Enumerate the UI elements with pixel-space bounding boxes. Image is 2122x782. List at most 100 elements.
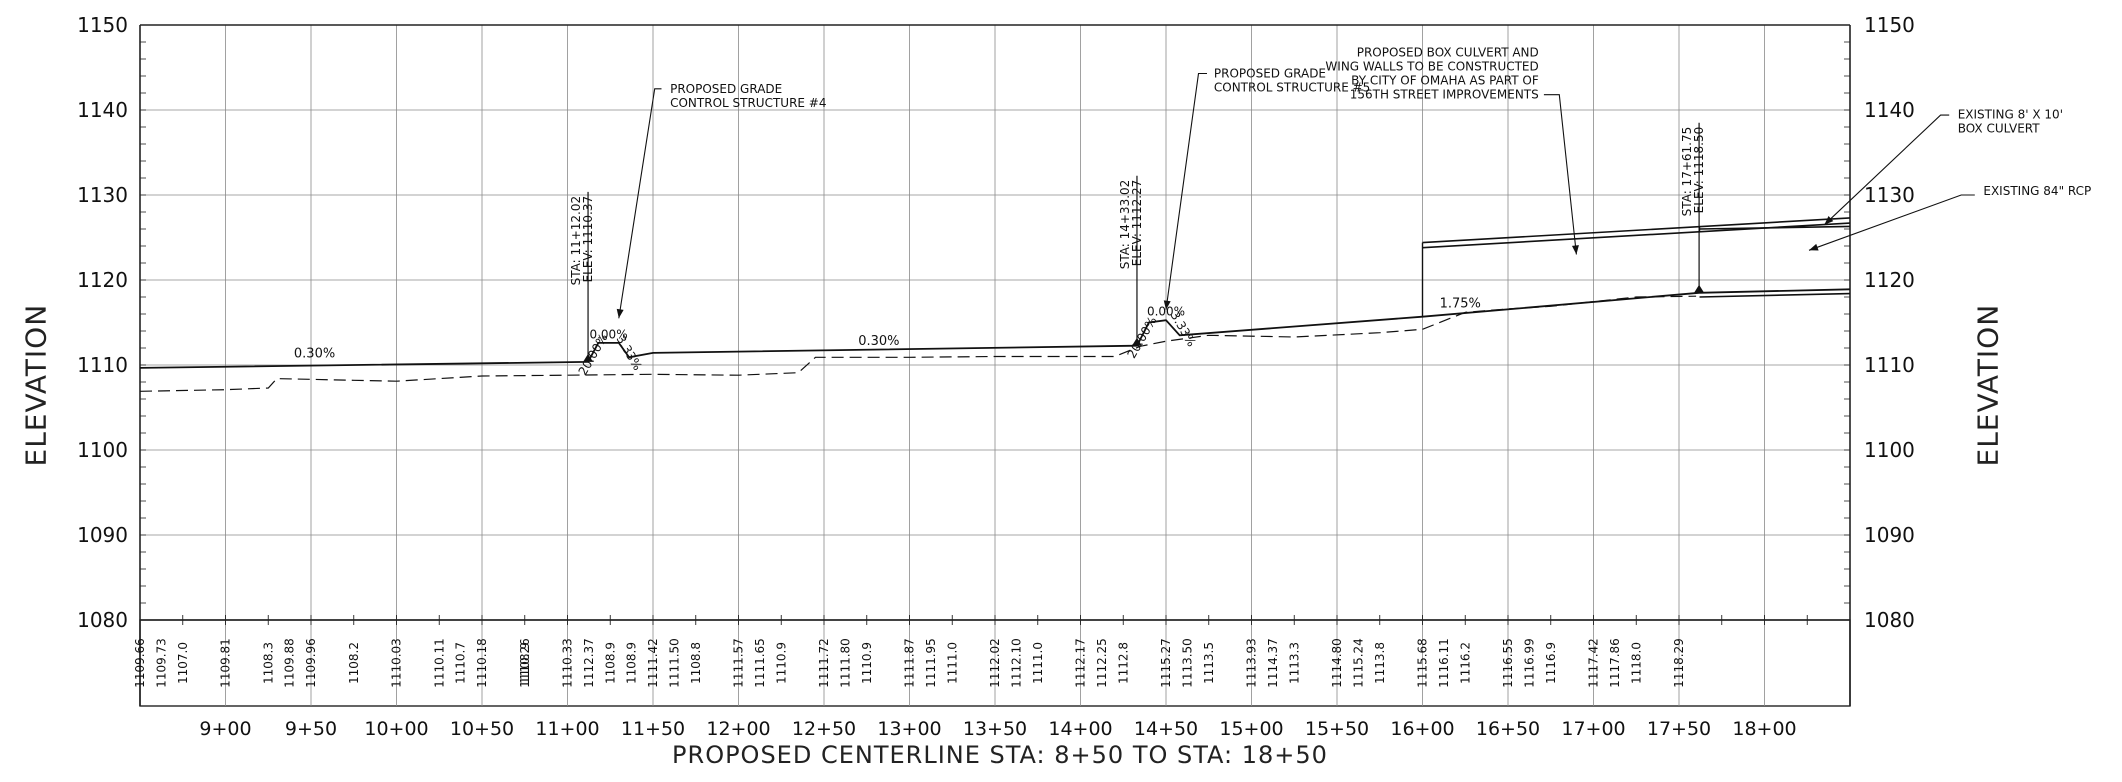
y-tick-label-right: 1090 (1864, 523, 1915, 547)
x-tick-label: 16+00 (1390, 718, 1454, 740)
proposed-elevation-value: 1116.55 (1501, 638, 1515, 688)
annotation-text: 156TH STREET IMPROVEMENTS (1350, 87, 1539, 101)
y-tick-label-left: 1140 (77, 98, 128, 122)
y-tick-label-right: 1080 (1864, 608, 1915, 632)
proposed-elevation-value: 1118.29 (1672, 638, 1686, 688)
annotation-arrowhead (1571, 245, 1579, 255)
station-label: STA: 11+12.02 (569, 196, 583, 286)
existing-elevation-value: 1107.0 (176, 642, 190, 684)
station-marker (1131, 337, 1142, 346)
y-tick-label-left: 1110 (77, 353, 128, 377)
intermediate-elevation-value: 1111.65 (753, 638, 767, 688)
existing-pipe-invert-line (1699, 292, 1851, 298)
existing-elevation-value: 1113.8 (1373, 642, 1387, 684)
annotation-text: CONTROL STRUCTURE #4 (670, 96, 826, 110)
proposed-elevation-value: 1109.66 (133, 638, 147, 688)
structure-grade-label: 3.33% (1168, 309, 1199, 349)
proposed-elevation-value: 1110.26 (518, 638, 532, 688)
annotation-text: WING WALLS TO BE CONSTRUCTED (1325, 59, 1538, 73)
y-tick-label-left: 1080 (77, 608, 128, 632)
y-tick-label-left: 1100 (77, 438, 128, 462)
existing-elevation-value: 1108.8 (689, 642, 703, 684)
y-tick-label-left: 1130 (77, 183, 128, 207)
existing-elevation-value: 1116.2 (1458, 642, 1472, 684)
y-tick-label-left: 1090 (77, 523, 128, 547)
annotation-leader (1543, 94, 1577, 255)
station-label: STA: 17+61.75 (1680, 127, 1694, 217)
x-tick-label: 13+50 (963, 718, 1027, 740)
existing-elevation-value: 1118.0 (1629, 642, 1643, 684)
grid (140, 25, 1850, 706)
x-tick-label: 15+50 (1305, 718, 1369, 740)
x-tick-label: 10+50 (450, 718, 514, 740)
annotation-leader (1165, 72, 1207, 310)
proposed-elevation-value: 1111.57 (732, 638, 746, 688)
proposed-elevation-value: 1117.42 (1587, 638, 1601, 688)
existing-elevation-value: 1110.11 (432, 638, 446, 688)
structure-grade-label: 0.00% (1147, 305, 1185, 319)
annotation-text: PROPOSED GRADE (1214, 67, 1326, 81)
station-marker (1694, 284, 1705, 293)
proposed-elevation-value: 1111.42 (646, 638, 660, 688)
intermediate-elevation-value: 1116.11 (1437, 638, 1451, 688)
x-tick-label: 11+50 (621, 718, 685, 740)
proposed-elevation-value: 1113.93 (1245, 638, 1259, 688)
annotation-arrowhead (616, 308, 624, 319)
x-axis-ticks: 9+00 9+50 10+00 10+50 11+00 11+50 12+00 12+50 13… (199, 718, 1796, 740)
grade-label: 0.30% (294, 347, 335, 362)
x-tick-label: 14+50 (1134, 718, 1198, 740)
annotation-leader (1808, 194, 1975, 251)
x-tick-label: 9+00 (199, 718, 251, 740)
annotation-text: EXISTING 8' X 10' (1958, 108, 2063, 122)
x-tick-label: 13+00 (877, 718, 941, 740)
existing-elevation-value: 1108.3 (261, 642, 275, 684)
proposed-elevation-value: 1115.27 (1159, 638, 1173, 688)
x-tick-label: 16+50 (1476, 718, 1540, 740)
proposed-elevation-value: 1110.18 (475, 638, 489, 688)
intermediate-elevation-value: 1112.25 (1095, 638, 1109, 688)
existing-elevation-value: 1108.9 (603, 642, 617, 684)
existing-elevation-value: 1113.3 (1287, 642, 1301, 684)
structure-grade-label: 20.00% (1125, 314, 1160, 361)
station-elev: ELEV: 1112.27 (1130, 180, 1144, 267)
y-axis-ticks: 1150 1150 1140 1140 1130 1130 1120 1120 1110 1110… (77, 13, 1915, 632)
existing-elevation-value: 1110.9 (860, 642, 874, 684)
structure-grade-label: 3.33% (614, 333, 645, 373)
existing-elevation-value: 1111.0 (1031, 642, 1045, 684)
intermediate-elevation-value: 1110.7 (454, 642, 468, 684)
station-label: STA: 14+33.02 (1118, 180, 1132, 270)
intermediate-elevation-value: 1112.37 (582, 638, 596, 688)
proposed-elevation-value: 1112.17 (1074, 638, 1088, 688)
annotation-leader (1823, 114, 1950, 226)
grade-label: 1.75% (1440, 296, 1481, 311)
intermediate-elevation-value: 1113.50 (1180, 638, 1194, 688)
x-tick-label: 15+00 (1219, 718, 1283, 740)
existing-ground-line (139, 295, 1697, 392)
station-marker (583, 353, 594, 362)
annotation-text: BY CITY OF OMAHA AS PART OF (1351, 73, 1539, 87)
x-tick-label: 17+50 (1647, 718, 1711, 740)
proposed-elevation-value: 1115.68 (1416, 638, 1430, 688)
y-tick-label-right: 1120 (1864, 268, 1915, 292)
existing-elevation-value: 1110.9 (774, 642, 788, 684)
existing-pipe-line (1699, 225, 1851, 230)
existing-elevation-value: 1116.9 (1544, 642, 1558, 684)
box-culvert-top-line (1422, 217, 1851, 244)
intermediate-elevation-value: 1111.95 (924, 638, 938, 688)
proposed-elevation-value: 1109.81 (219, 638, 233, 688)
existing-elevation-value: 1111.0 (945, 642, 959, 684)
intermediate-elevation-value: 1115.24 (1351, 638, 1365, 688)
x-tick-label: 18+00 (1732, 718, 1796, 740)
annotation-text: BOX CULVERT (1958, 122, 2041, 136)
annotation-leader (618, 88, 662, 319)
y-tick-label-left: 1120 (77, 268, 128, 292)
y-tick-label-right: 1130 (1864, 183, 1915, 207)
x-tick-label: 10+00 (364, 718, 428, 740)
y-tick-label-right: 1150 (1864, 13, 1915, 37)
existing-elevation-value: 1108.9 (518, 642, 532, 684)
culvert-structures (1421, 217, 1851, 317)
proposed-elevation-value: 1110.03 (390, 638, 404, 688)
